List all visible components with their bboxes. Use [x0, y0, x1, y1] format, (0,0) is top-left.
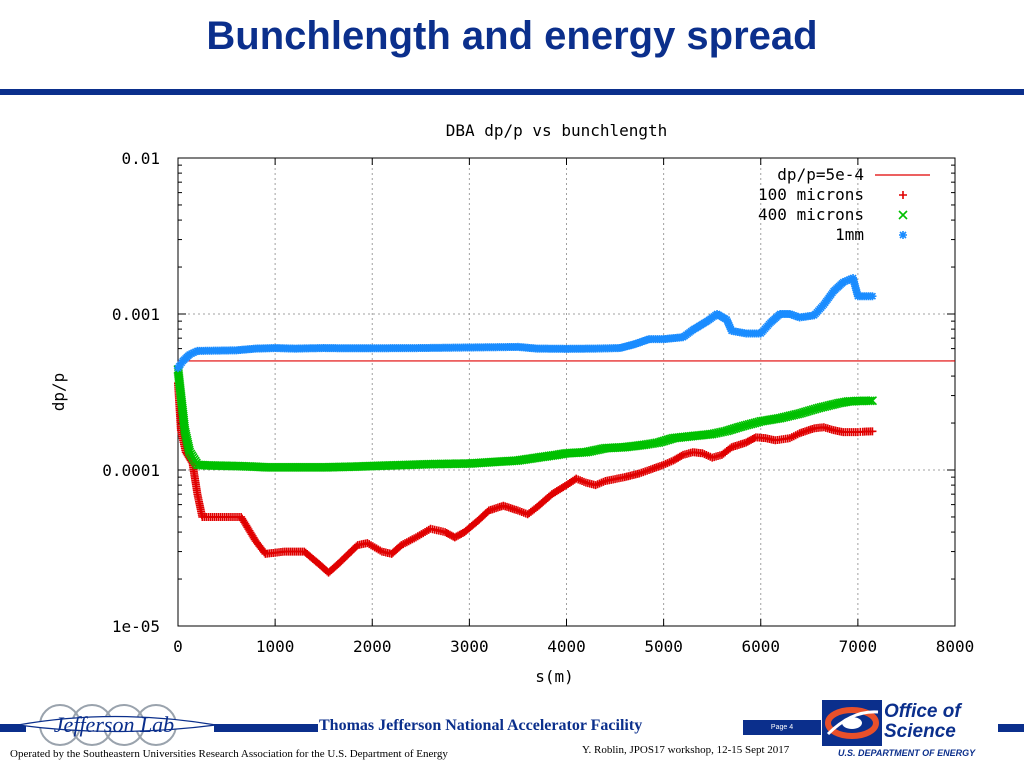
footer-bar-left [0, 724, 26, 732]
legend-label-400-microns: 400 microns [758, 205, 864, 224]
x-tick-label: 0 [173, 637, 183, 656]
legend-swatch-1mm [899, 231, 907, 239]
footer-workshop: Y. Roblin, JPOS17 workshop, 12-15 Sept 2… [582, 744, 790, 756]
data-point-100-microns [677, 451, 686, 460]
chart-title: DBA dp/p vs bunchlength [446, 121, 668, 140]
x-tick-label: 2000 [353, 637, 392, 656]
y-axis-label: dp/p [49, 373, 68, 412]
doe-logo [822, 700, 882, 746]
title-divider [0, 89, 1024, 95]
footer-bar-right [998, 724, 1024, 732]
legend-swatch-100-microns [899, 191, 907, 199]
footer-facility-name: Thomas Jefferson National Accelerator Fa… [319, 717, 643, 734]
chart: 0 1000 2000 3000 4000 5000 6000 7000 8000 0.01 0.0… [40, 112, 1000, 692]
x-tick-label: 4000 [547, 637, 586, 656]
x-tick-label: 8000 [936, 637, 975, 656]
office-line-1: Office of [884, 701, 961, 722]
y-tick-label: 0.01 [121, 149, 160, 168]
lab-name: Jefferson Lab [54, 712, 174, 737]
y-tick-label: 0.001 [112, 305, 160, 324]
footer-bar-middle [214, 724, 318, 732]
x-tick-label: 3000 [450, 637, 489, 656]
legend-label-1mm: 1mm [835, 225, 864, 244]
legend-swatch-400-microns [898, 210, 908, 220]
x-tick-label: 7000 [839, 637, 878, 656]
slide-title: Bunchlength and energy spread [206, 14, 818, 58]
jefferson-lab-logo: Jefferson Lab [14, 700, 220, 750]
footer-operated-by: Operated by the Southeastern Universitie… [10, 748, 448, 760]
y-tick-label: 1e-05 [112, 617, 160, 636]
x-tick-label: 1000 [256, 637, 295, 656]
doe-swoosh-icon [822, 700, 882, 746]
jefferson-lab-logo-icon: Jefferson Lab [17, 704, 217, 746]
data-point-400-microns [867, 396, 878, 406]
office-line-2: Science [884, 721, 956, 742]
data-point-1mm [868, 292, 877, 301]
data-point-400-microns [865, 396, 875, 406]
y-tick-label: 0.0001 [102, 461, 160, 480]
legend-label-100-microns: 100 microns [758, 185, 864, 204]
legend-label-dp-p-5e-4: dp/p=5e-4 [777, 165, 864, 184]
x-tick-label: 5000 [644, 637, 683, 656]
x-axis-label: s(m) [535, 667, 574, 686]
office-of-science-text: Office of Science [884, 702, 961, 742]
doe-text: U.S. DEPARTMENT OF ENERGY [838, 748, 976, 758]
data-point-100-microns [868, 427, 877, 436]
chart-svg: 0 1000 2000 3000 4000 5000 6000 7000 8000 0.01 0.0… [49, 121, 975, 686]
page-number: Page 4 [743, 720, 821, 735]
data-point-100-microns [376, 546, 385, 555]
x-tick-label: 6000 [741, 637, 780, 656]
